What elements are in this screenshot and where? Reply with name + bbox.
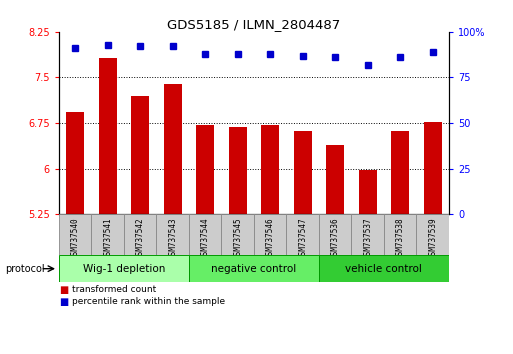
Text: percentile rank within the sample: percentile rank within the sample	[72, 297, 225, 307]
Bar	[351, 214, 384, 255]
Bar	[156, 214, 189, 255]
Text: GSM737538: GSM737538	[396, 217, 405, 259]
Text: transformed count: transformed count	[72, 285, 156, 294]
Bar	[189, 214, 222, 255]
Bar	[229, 127, 247, 214]
Bar	[391, 131, 409, 214]
Text: GSM737539: GSM737539	[428, 217, 437, 259]
Bar	[254, 214, 286, 255]
Bar	[196, 125, 214, 214]
Bar	[222, 214, 254, 255]
Bar	[59, 214, 91, 255]
Bar	[294, 131, 311, 214]
Text: ■: ■	[59, 285, 68, 295]
Text: protocol: protocol	[5, 264, 45, 274]
Bar	[99, 58, 116, 214]
Bar	[91, 214, 124, 255]
Bar	[131, 96, 149, 214]
Text: GSM737545: GSM737545	[233, 217, 242, 259]
Bar	[326, 145, 344, 214]
Title: GDS5185 / ILMN_2804487: GDS5185 / ILMN_2804487	[167, 18, 341, 31]
Bar	[417, 214, 449, 255]
Text: GSM737546: GSM737546	[266, 217, 274, 259]
Text: GSM737537: GSM737537	[363, 217, 372, 259]
Text: Wig-1 depletion: Wig-1 depletion	[83, 264, 165, 274]
Text: GSM737542: GSM737542	[136, 217, 145, 259]
Text: vehicle control: vehicle control	[345, 264, 422, 274]
Text: GSM737541: GSM737541	[103, 217, 112, 259]
Text: GSM737543: GSM737543	[168, 217, 177, 259]
Bar	[359, 170, 377, 214]
Text: GSM737536: GSM737536	[331, 217, 340, 259]
Text: GSM737547: GSM737547	[298, 217, 307, 259]
Text: GSM737540: GSM737540	[71, 217, 80, 259]
Bar	[66, 112, 84, 214]
Bar	[164, 84, 182, 214]
Bar	[286, 214, 319, 255]
Bar	[261, 125, 279, 214]
Bar	[424, 122, 442, 214]
Text: GSM737544: GSM737544	[201, 217, 210, 259]
Bar	[319, 214, 351, 255]
Text: ■: ■	[59, 297, 68, 307]
Bar	[319, 255, 449, 282]
Bar	[384, 214, 417, 255]
Bar	[59, 255, 189, 282]
Text: negative control: negative control	[211, 264, 297, 274]
Bar	[124, 214, 156, 255]
Bar	[189, 255, 319, 282]
